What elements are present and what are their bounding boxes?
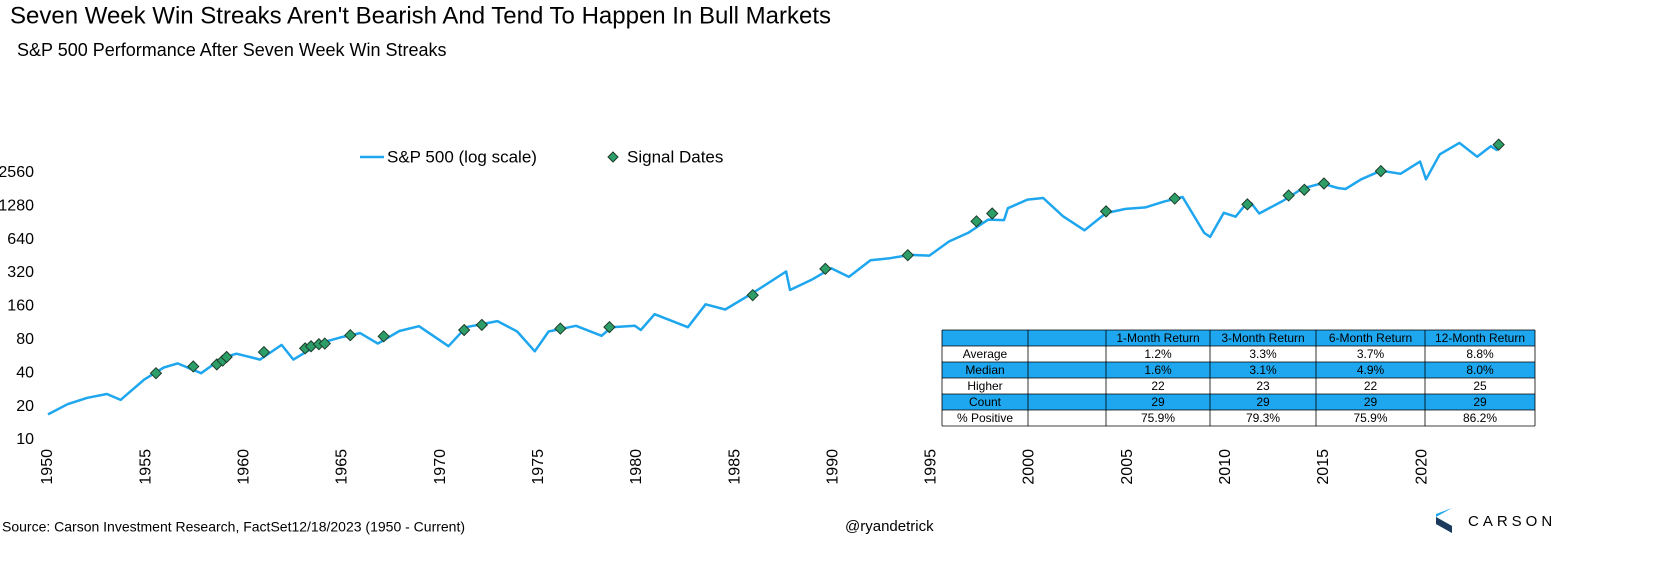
table-header: 12-Month Return [1435,331,1525,345]
x-tick-label: 1995 [923,449,940,485]
table-cell: % Positive [957,411,1013,425]
logo: CARSON [1468,513,1556,530]
table-cell: 23 [1256,379,1270,393]
x-tick-label: 1975 [530,449,547,485]
x-tick-label: 1950 [39,449,56,485]
table-cell: 86.2% [1463,411,1497,425]
signal-marker [901,248,915,262]
legend-label: Signal Dates [627,147,723,166]
y-tick-label: 1280 [0,197,34,214]
signal-marker [603,320,616,334]
signal-marker [1492,138,1505,151]
y-tick-label: 320 [7,264,34,281]
table-row [942,378,1535,394]
table-cell: 3.3% [1249,347,1277,361]
table-cell: Median [965,363,1004,377]
x-tick-label: 1955 [137,449,154,485]
table-cell: Count [969,395,1002,409]
table-cell: 29 [1364,395,1378,409]
x-tick-label: 1985 [726,449,743,485]
table-cell: 22 [1364,379,1378,393]
signal-marker [819,262,832,276]
y-tick-label: 40 [16,364,34,381]
table-cell: 75.9% [1141,411,1175,425]
signal-marker [1374,164,1388,178]
y-tick-label: 80 [16,331,34,348]
signal-marker [149,366,163,380]
source-note: Source: Carson Investment Research, Fact… [2,519,465,535]
signal-marker [1317,177,1331,190]
chart-subtitle: S&P 500 Performance After Seven Week Win… [17,40,447,60]
signal-marker [344,329,357,342]
table-cell: 29 [1473,395,1487,409]
table-cell: 1.2% [1144,347,1172,361]
table-row [942,330,1535,346]
handle: @ryandetrick [845,518,934,535]
x-tick-label: 2000 [1021,449,1038,485]
table-cell: 3.1% [1249,363,1277,377]
y-tick-label: 640 [7,231,34,248]
x-tick-label: 1960 [236,449,253,485]
signal-marker [257,345,271,359]
table-header: 1-Month Return [1116,331,1199,345]
logo-mark [1436,517,1452,533]
signal-marker [1168,192,1181,205]
table-cell: Higher [967,379,1002,393]
signal-marker [220,350,233,364]
table-cell: 79.3% [1246,411,1280,425]
table-cell: 25 [1473,379,1487,393]
table-cell: 29 [1151,395,1165,409]
y-tick-label: 160 [7,298,34,315]
signal-marker [187,360,200,373]
table-header: 3-Month Return [1221,331,1304,345]
legend-label: S&P 500 (log scale) [387,147,537,166]
table-cell: 29 [1256,395,1270,409]
table-cell: 8.8% [1466,347,1494,361]
table-cell: 22 [1151,379,1165,393]
signal-marker [1099,205,1113,218]
table-header: 6-Month Return [1329,331,1412,345]
x-tick-label: 1980 [628,449,645,485]
table-cell: 4.9% [1357,363,1385,377]
table-cell: 1.6% [1144,363,1172,377]
y-tick-label: 2560 [0,164,34,181]
y-tick-label: 10 [16,431,34,448]
signal-marker [318,337,331,350]
signal-marker [457,323,471,337]
signal-marker [970,215,983,228]
table-cell: Average [963,347,1008,361]
table-cell: 8.0% [1466,363,1494,377]
x-tick-label: 1990 [824,449,841,485]
x-tick-label: 2010 [1217,449,1234,485]
table-row [942,346,1535,362]
signal-marker [1241,198,1254,211]
legend-swatch [607,151,619,163]
table-cell: 75.9% [1353,411,1387,425]
x-tick-label: 1965 [334,449,351,485]
signal-marker [554,322,567,335]
x-tick-label: 1970 [432,449,449,485]
table-row [942,394,1535,410]
table-cell: 3.7% [1357,347,1385,361]
x-tick-label: 2020 [1413,449,1430,485]
signal-marker [1298,183,1311,196]
table-row [942,410,1535,426]
signal-marker [377,330,390,343]
x-tick-label: 2015 [1315,449,1332,485]
signal-marker [746,288,759,302]
signal-marker [1282,189,1295,202]
chart-title: Seven Week Win Streaks Aren't Bearish An… [10,2,831,29]
table-row [942,362,1535,378]
x-tick-label: 2005 [1119,449,1136,485]
signal-marker [475,318,489,332]
y-tick-label: 20 [16,398,34,415]
signal-marker [985,207,999,220]
